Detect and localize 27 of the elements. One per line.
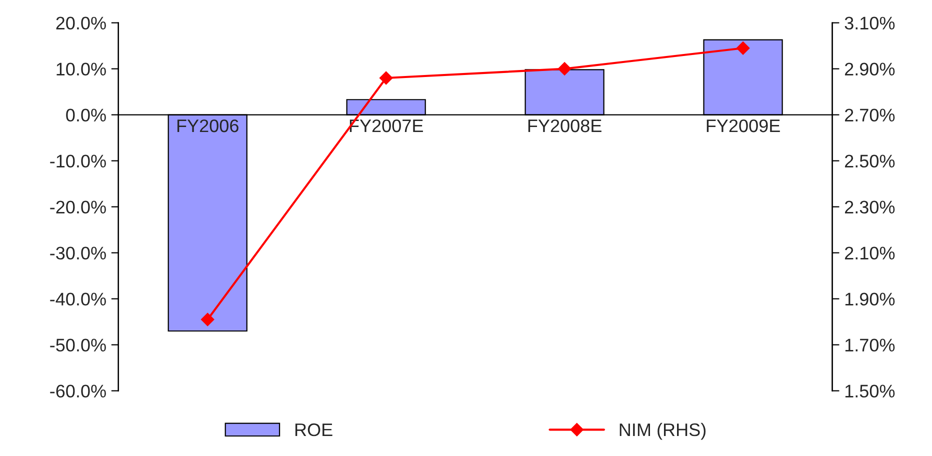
point <box>379 71 393 85</box>
y2-tick-label: 1.50% <box>845 384 895 398</box>
y2-tick-label: 2.10% <box>844 246 895 260</box>
y-tick-label: -20.0% <box>50 200 106 214</box>
y2-tick-label: 1.70% <box>845 338 895 352</box>
y-tick-label: -30.0% <box>50 246 106 260</box>
y2-tick-label: 2.90% <box>844 62 895 76</box>
x-tick-label: FY2009E <box>706 119 780 132</box>
y-tick-label: -10.0% <box>50 154 106 168</box>
x-tick-label: FY2006 <box>177 119 238 132</box>
y-tick-label: -40.0% <box>50 292 106 306</box>
y2-tick-label: 2.30% <box>844 200 895 214</box>
y-tick-label: 0.0% <box>66 108 106 122</box>
y2-tick-label: 2.70% <box>844 108 895 122</box>
y-tick-label: 10.0% <box>56 62 106 76</box>
legend-label: ROE <box>295 423 332 436</box>
y2-tick-label: 2.50% <box>844 154 895 168</box>
point <box>736 42 750 55</box>
x-tick-label: FY2008E <box>528 119 602 132</box>
y-tick-label: -60.0% <box>50 384 106 398</box>
y2-tick-label: 3.10% <box>844 16 895 30</box>
y2-tick-label: 1.90% <box>845 292 895 306</box>
y-tick-label: 20.0% <box>56 16 106 30</box>
legend-label: NIM (RHS) <box>620 422 706 440</box>
point <box>201 312 214 326</box>
y-tick-label: -50.0% <box>50 338 106 352</box>
point <box>558 62 572 76</box>
